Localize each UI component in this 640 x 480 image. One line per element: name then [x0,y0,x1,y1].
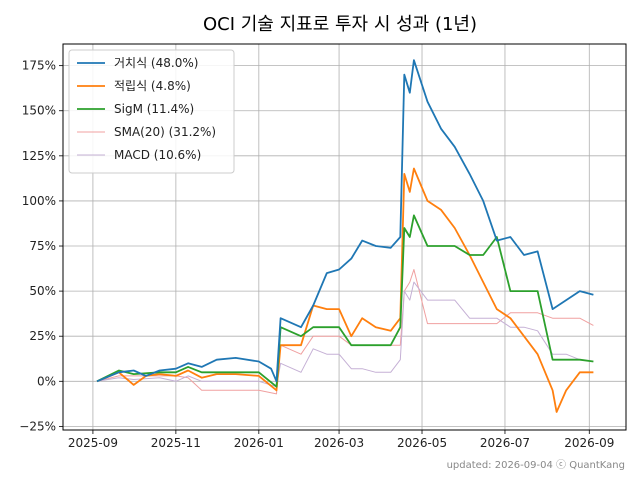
grid [63,44,626,430]
y-tick-label: −25% [19,419,56,433]
series-line-0 [96,59,594,383]
x-tick-label: 2025-09 [68,436,118,450]
legend-box [68,49,235,174]
y-tick-label: 150% [22,104,56,118]
legend: 거치식 (48.0%) 적립식 (4.8%) SigM (11.4%) SMA(20)… [68,49,235,174]
y-tick-label: 0% [37,374,56,388]
x-tick-label: 2026-05 [397,436,447,450]
x-tick-label: 2026-01 [234,436,284,450]
legend-label: MACD (10.6%) [114,148,201,162]
y-tick-label: 25% [29,329,56,343]
x-tick-label: 2026-09 [564,436,614,450]
y-tick-label: 125% [22,149,56,163]
x-tick-label: 2025-11 [151,436,201,450]
y-tick-label: 75% [29,239,56,253]
y-tick-label: 175% [22,59,56,73]
x-tick-label: 2026-07 [480,436,530,450]
chart-title: OCI 기술 지표로 투자 시 성과 (1년) [203,14,477,35]
y-tick-label: 100% [22,194,56,208]
plot-frame [62,43,627,431]
footer-credit: updated: 2026-09-04 ⓒ QuantKang [447,459,625,471]
series-line-4 [96,281,594,388]
legend-label: 적립식 (4.8%) [114,79,191,93]
series-line-2 [96,214,594,388]
y-axis: −25% 0% 25% 50% 75% 100% 125% 150% 175% [19,59,63,433]
series-line-1 [96,167,594,413]
legend-label: SigM (11.4%) [114,102,194,116]
y-tick-label: 50% [29,284,56,298]
x-axis: 2025-09 2025-11 2026-01 2026-03 2026-05 2026-… [68,430,614,450]
legend-label: SMA(20) (31.2%) [114,125,216,139]
plot-area-clip-group [96,59,594,413]
legend-label: 거치식 (48.0%) [114,56,198,70]
x-tick-label: 2026-03 [314,436,364,450]
